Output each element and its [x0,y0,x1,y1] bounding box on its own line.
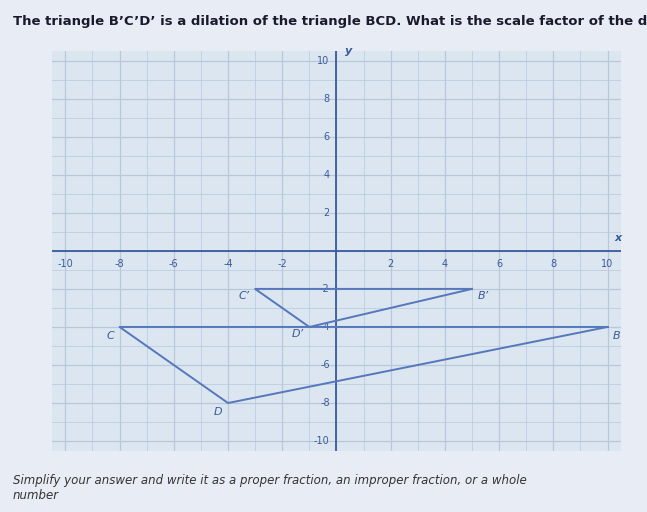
Text: 2: 2 [388,260,394,269]
Text: -8: -8 [320,398,330,408]
Text: B’: B’ [477,291,488,301]
Text: C’: C’ [239,291,250,301]
Text: -4: -4 [320,322,330,332]
Text: 8: 8 [551,260,556,269]
Text: 8: 8 [324,94,330,104]
Text: D: D [214,407,223,417]
Text: B: B [613,331,620,341]
Text: -4: -4 [223,260,233,269]
Text: -10: -10 [58,260,73,269]
Text: -2: -2 [278,260,287,269]
Text: 4: 4 [442,260,448,269]
Text: The triangle B’C’D’ is a dilation of the triangle BCD. What is the scale factor : The triangle B’C’D’ is a dilation of the… [13,15,647,28]
Text: -6: -6 [320,360,330,370]
Text: 10: 10 [318,56,330,66]
Text: D’: D’ [292,329,304,339]
Text: -2: -2 [320,284,330,294]
Text: Simplify your answer and write it as a proper fraction, an improper fraction, or: Simplify your answer and write it as a p… [13,474,527,502]
Text: 6: 6 [324,132,330,142]
Text: x: x [614,233,621,243]
Text: C: C [106,331,114,341]
Text: 6: 6 [496,260,502,269]
Text: -8: -8 [115,260,124,269]
Text: -10: -10 [314,436,330,446]
Text: 2: 2 [324,208,330,218]
Text: 4: 4 [324,170,330,180]
Text: -6: -6 [169,260,179,269]
Text: 10: 10 [602,260,614,269]
Text: y: y [345,46,352,56]
